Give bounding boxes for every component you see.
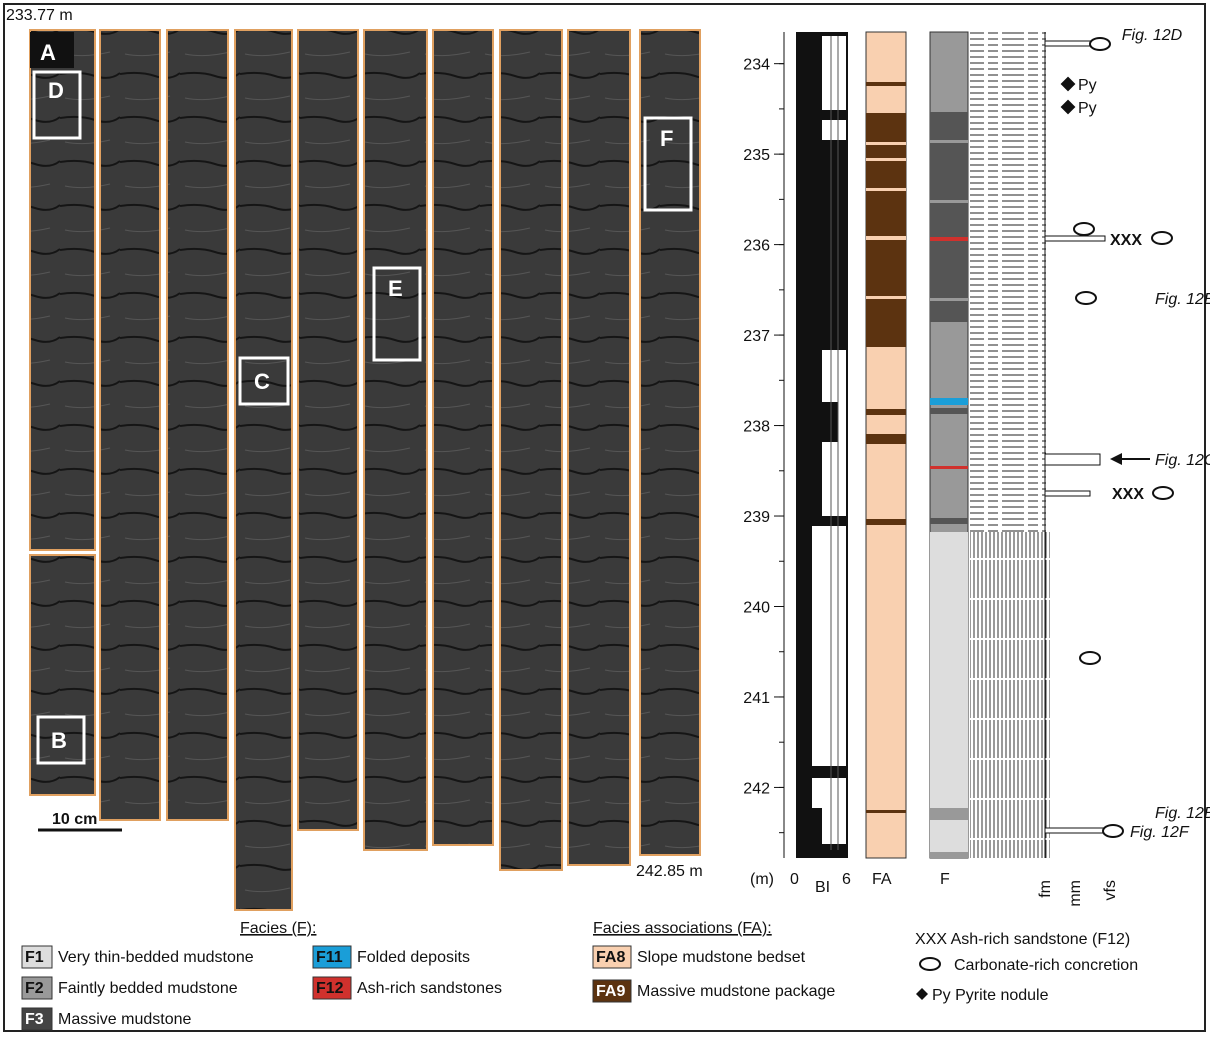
depth-tick-label: 234	[743, 57, 770, 74]
depth-tick-label: 236	[743, 238, 770, 255]
grain-label: fm	[1037, 880, 1054, 898]
bi-tick: 6	[842, 871, 851, 888]
f-label: F	[940, 871, 950, 888]
legend-code: F1	[25, 949, 44, 966]
top-depth: 233.77 m	[6, 7, 73, 24]
depth-tick-label: 237	[743, 328, 770, 345]
depth-tick-label: 235	[743, 147, 770, 164]
depth-tick-label: 238	[743, 419, 770, 436]
legend-title: Facies (F):	[240, 920, 316, 937]
bi-column	[796, 32, 848, 858]
legend-label: Slope mudstone bedset	[637, 949, 806, 966]
box-label: E	[388, 276, 403, 301]
annotation: Fig. 12C	[1155, 452, 1210, 469]
depth-tick-label: 239	[743, 509, 770, 526]
fa-label: FA	[872, 871, 892, 888]
bottom-depth: 242.85 m	[636, 863, 703, 880]
annotation: Py	[1078, 77, 1097, 94]
legend-label: Folded deposits	[357, 949, 470, 966]
f-column	[930, 32, 968, 858]
legend-label: Faintly bedded mudstone	[58, 980, 238, 997]
annotation: Fig. 12F	[1130, 824, 1190, 841]
core-photos	[30, 30, 700, 910]
annotation: Py	[1078, 100, 1097, 117]
legend-label: Ash-rich sandstones	[357, 980, 502, 997]
lithology-log	[970, 32, 1150, 858]
legend-code: FA8	[596, 949, 625, 966]
legend-code: FA9	[596, 983, 625, 1000]
legend-label: Very thin-bedded mudstone	[58, 949, 254, 966]
depth-tick-label: 240	[743, 599, 770, 616]
legend-title: Facies associations (FA):	[593, 920, 772, 937]
box-label: B	[51, 728, 67, 753]
panel-label: A	[40, 40, 56, 65]
annotation: XXX	[1112, 486, 1144, 503]
depth-unit: (m)	[750, 871, 774, 888]
annotation: Fig. 12D	[1122, 27, 1183, 44]
legend-symbol: XXX Ash-rich sandstone (F12)	[915, 931, 1130, 948]
scale-bar-label: 10 cm	[52, 811, 97, 828]
legend-symbol: Py Pyrite nodule	[932, 987, 1049, 1004]
figure: 233.77 m 242.85 m A D B C E F 10 cm Fig.…	[0, 0, 1210, 1036]
legend-label: Massive mudstone package	[637, 983, 835, 1000]
annotation: XXX	[1110, 232, 1142, 249]
grain-label: mm	[1067, 880, 1084, 907]
legend-code: F3	[25, 1011, 44, 1028]
concretions	[1062, 38, 1173, 837]
box-label: D	[48, 78, 64, 103]
bi-tick: 0	[790, 871, 799, 888]
depth-tick-label: 241	[743, 690, 770, 707]
legend-label: Massive mudstone	[58, 1011, 191, 1028]
depth-tick-label: 242	[743, 780, 770, 797]
annotation: Fig. 12E	[1155, 291, 1210, 308]
box-label: F	[660, 126, 673, 151]
fa-column	[866, 32, 906, 858]
legend-code: F2	[25, 980, 44, 997]
legend: Facies (F): Facies associations (FA): XX…	[22, 920, 1138, 1030]
legend-code: F11	[316, 949, 343, 966]
box-label: C	[254, 369, 270, 394]
grain-label: vfs	[1102, 880, 1119, 900]
legend-symbol: Carbonate-rich concretion	[954, 957, 1138, 974]
annotation: Fig. 12B	[1155, 805, 1210, 822]
bi-label: BI	[815, 879, 830, 896]
legend-code: F12	[316, 980, 344, 997]
